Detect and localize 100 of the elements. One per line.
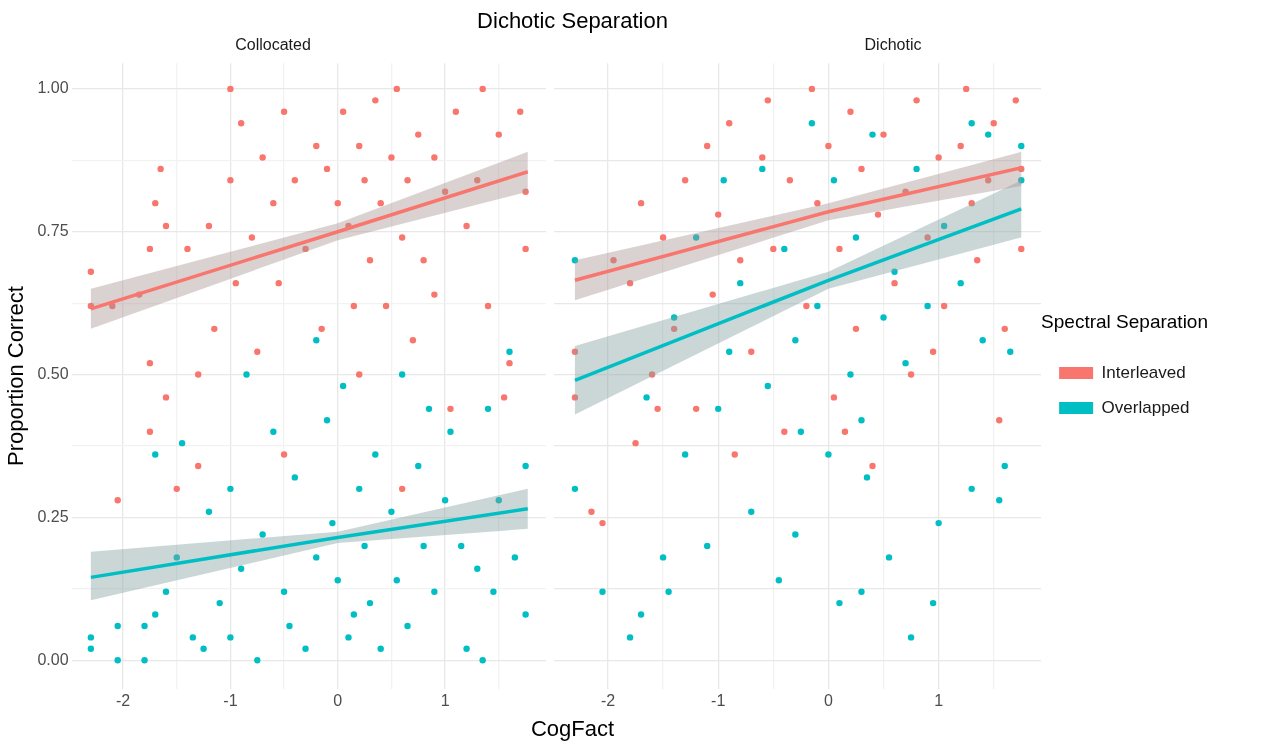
point	[227, 485, 234, 493]
point	[781, 245, 788, 253]
point	[141, 657, 148, 664]
x-tick-label: -1	[711, 691, 726, 709]
point	[654, 405, 661, 413]
point	[648, 371, 656, 378]
point	[968, 485, 975, 493]
point	[1018, 245, 1025, 253]
point	[345, 634, 352, 641]
point	[720, 177, 727, 184]
point	[588, 508, 595, 515]
point	[703, 142, 711, 150]
point	[313, 337, 320, 344]
point	[974, 257, 981, 264]
point	[484, 405, 492, 413]
point	[913, 165, 920, 173]
point	[940, 222, 948, 230]
point	[216, 599, 223, 607]
y-tick-label: 0.25	[37, 507, 69, 525]
point	[885, 554, 893, 561]
point	[447, 428, 454, 435]
point	[610, 257, 617, 264]
point	[748, 508, 755, 515]
point	[474, 565, 481, 573]
point	[935, 154, 942, 161]
point	[869, 131, 876, 138]
point	[377, 645, 384, 653]
point	[162, 588, 170, 595]
point	[913, 97, 920, 104]
y-tick-label: 0.50	[37, 364, 69, 382]
point	[415, 462, 422, 470]
point	[891, 279, 898, 287]
point	[599, 519, 606, 527]
x-axis-title: CogFact	[529, 716, 616, 742]
point	[87, 634, 95, 641]
point	[1012, 97, 1019, 104]
point	[979, 337, 986, 344]
point	[286, 622, 293, 630]
legend-label: Overlapped	[1101, 397, 1190, 417]
point	[420, 542, 427, 550]
point	[924, 234, 931, 241]
point	[1018, 142, 1025, 150]
point	[141, 622, 148, 630]
point	[302, 645, 309, 653]
point	[764, 97, 771, 104]
point	[270, 428, 277, 435]
point	[495, 497, 502, 504]
y-tick-label: 0.75	[37, 222, 69, 240]
point	[985, 131, 992, 138]
point	[571, 348, 579, 355]
point	[637, 199, 645, 207]
y-tick-label: 1.00	[37, 79, 69, 97]
point	[637, 611, 645, 618]
chart-subtitle: Collocated	[235, 36, 311, 54]
point	[737, 257, 744, 264]
point	[479, 657, 486, 664]
point	[599, 588, 606, 595]
point	[869, 462, 876, 470]
point	[748, 348, 755, 355]
point	[670, 325, 678, 333]
point	[626, 279, 634, 287]
point	[996, 497, 1003, 504]
point	[940, 302, 948, 310]
point	[814, 302, 821, 310]
point	[880, 314, 887, 321]
point	[350, 611, 358, 618]
point	[441, 497, 449, 504]
point	[803, 302, 810, 310]
point	[178, 439, 186, 447]
point	[205, 508, 213, 515]
point	[393, 577, 400, 584]
point	[891, 268, 898, 275]
point	[87, 645, 95, 653]
point	[847, 108, 854, 115]
point	[929, 599, 937, 607]
point	[775, 577, 783, 584]
point	[323, 417, 331, 424]
point	[114, 657, 121, 664]
point	[339, 382, 347, 390]
point	[841, 428, 849, 435]
point	[291, 474, 299, 481]
point	[924, 302, 931, 310]
point	[726, 348, 733, 355]
point	[880, 131, 887, 138]
point	[715, 211, 722, 218]
point	[425, 405, 433, 413]
point	[759, 165, 766, 173]
point	[902, 359, 909, 367]
point	[929, 348, 937, 355]
point	[996, 417, 1003, 424]
point	[692, 405, 700, 413]
x-tick-label: 1	[934, 691, 944, 709]
point	[681, 177, 689, 184]
chart-title: Dichotic Separation	[476, 8, 669, 34]
x-tick-label: -2	[115, 691, 131, 709]
x-tick-label: -1	[223, 691, 238, 709]
point	[764, 382, 771, 390]
point	[825, 142, 832, 150]
point	[770, 245, 777, 253]
point	[858, 588, 865, 595]
